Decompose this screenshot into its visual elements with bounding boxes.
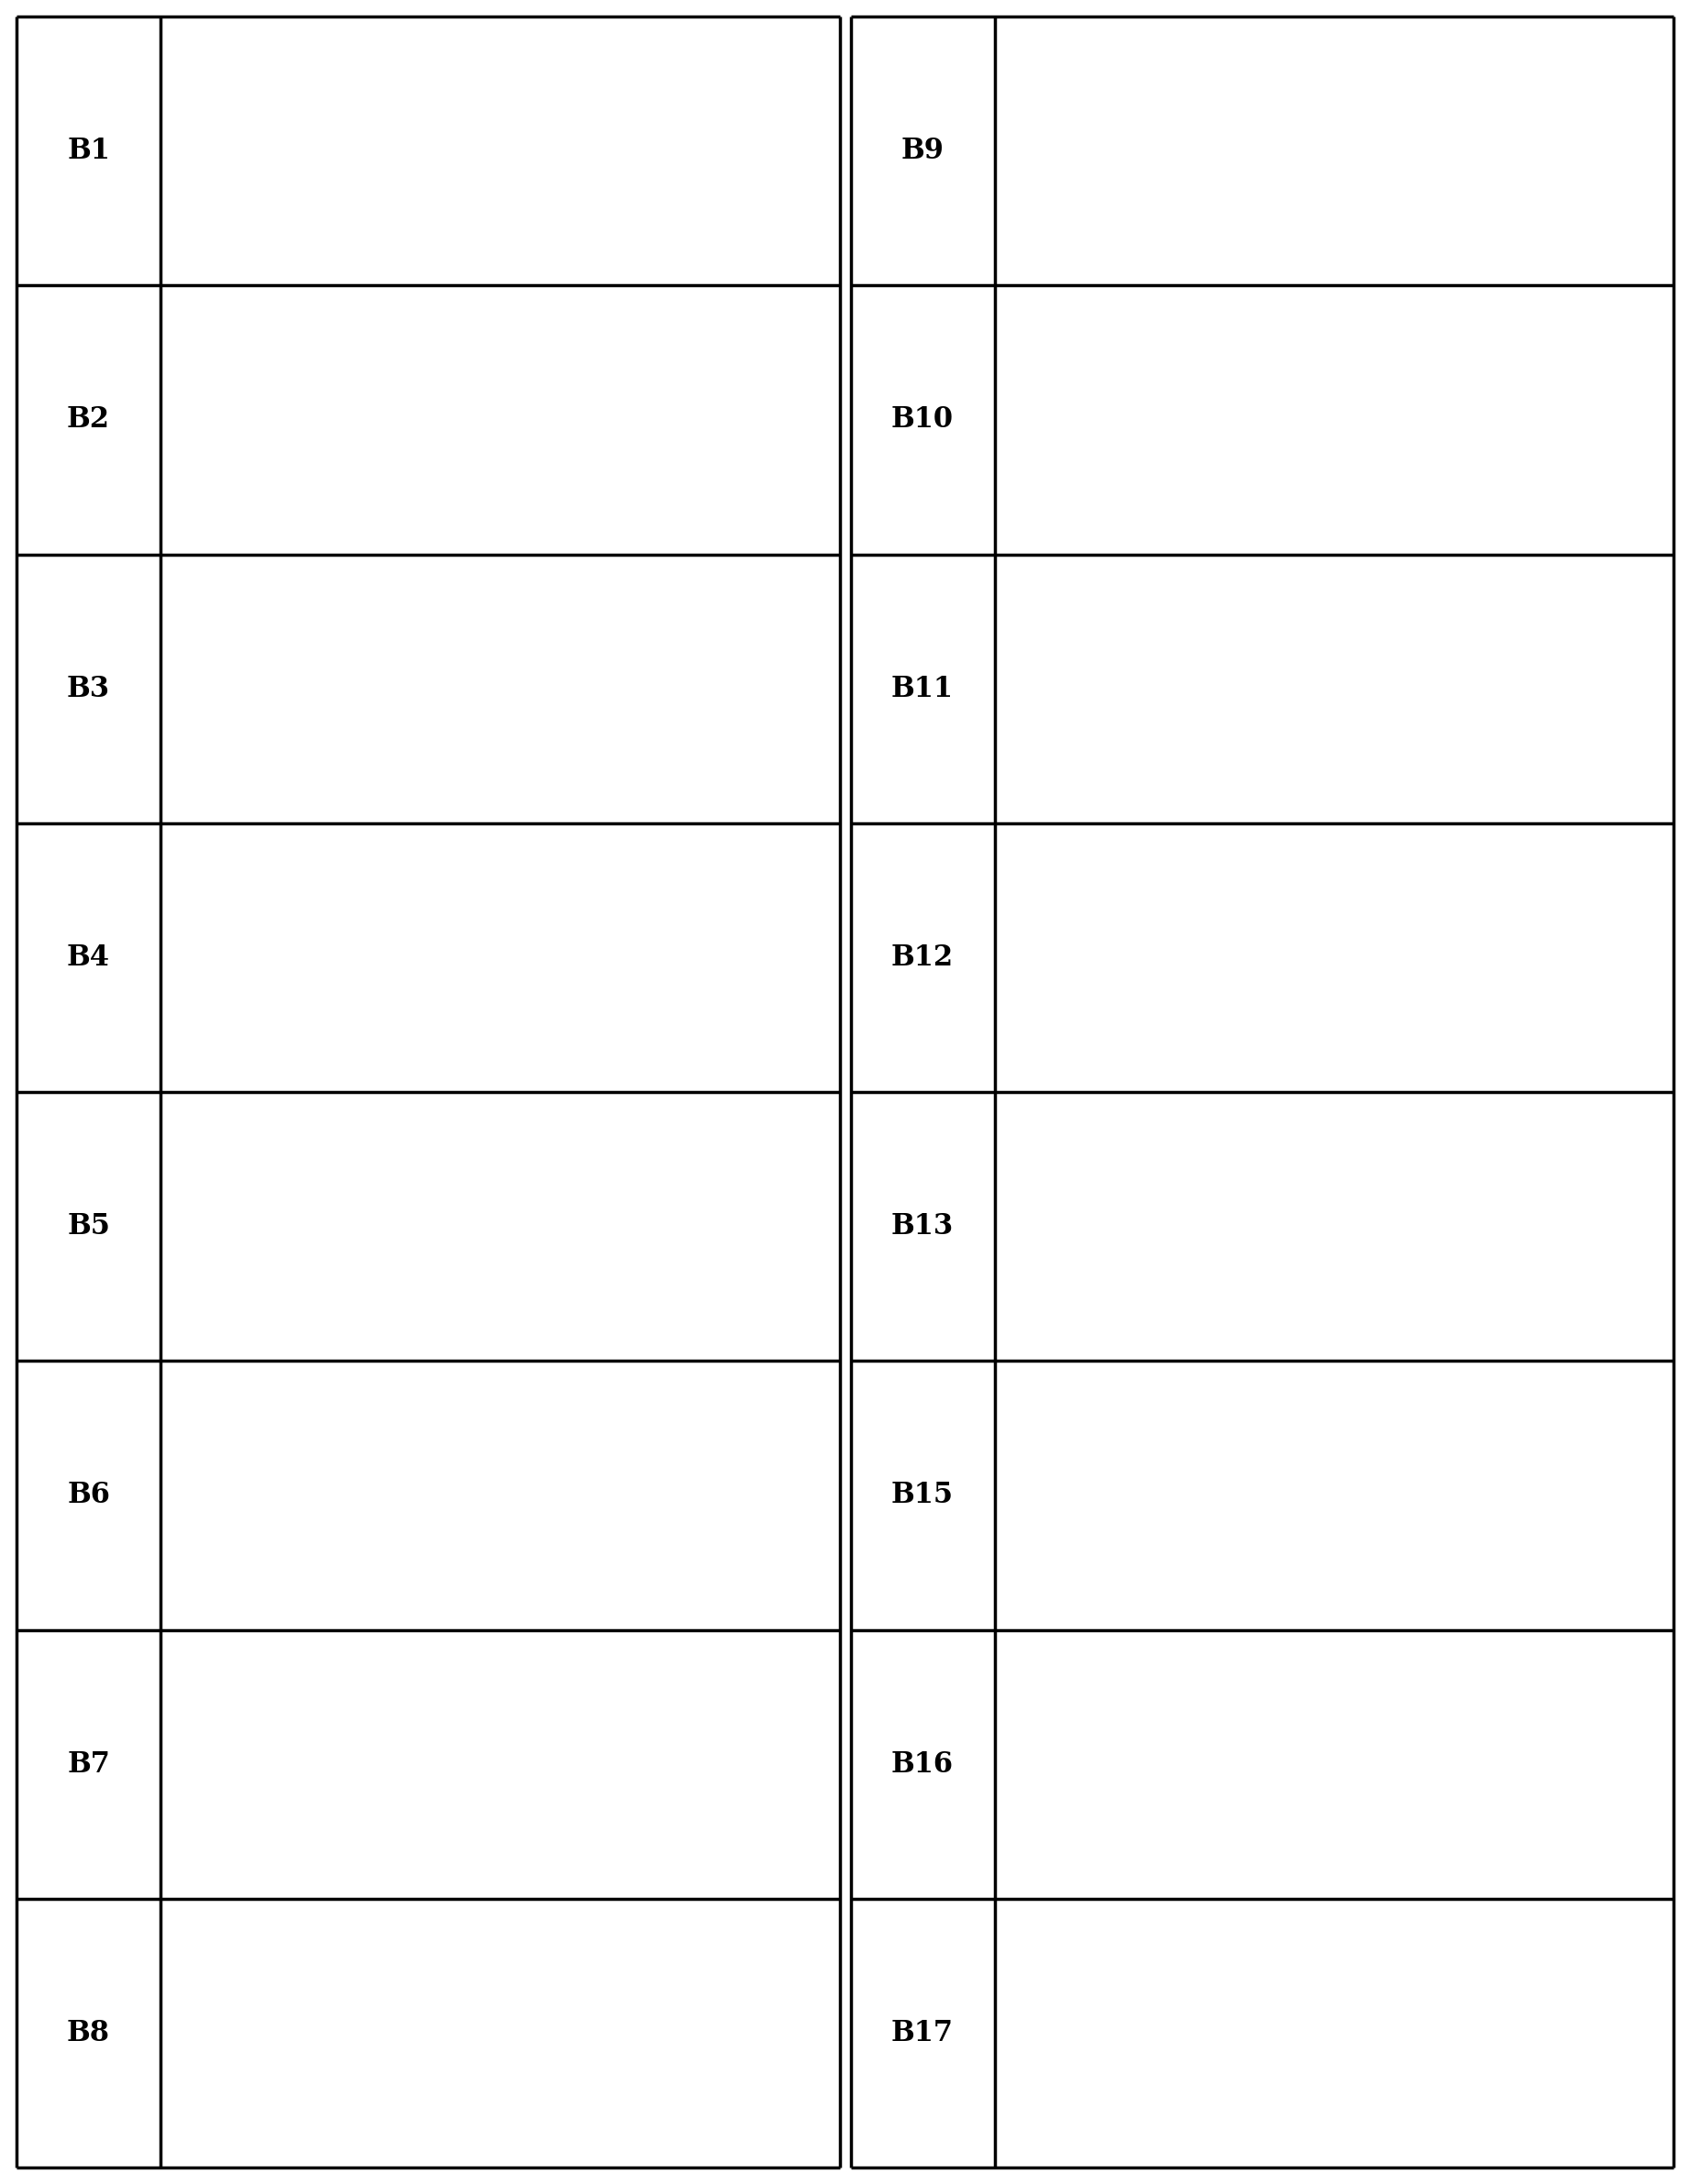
Text: B2: B2	[68, 406, 110, 435]
Text: B15: B15	[891, 1481, 953, 1509]
Text: B8: B8	[68, 2018, 110, 2046]
Text: B9: B9	[901, 138, 945, 166]
Text: B17: B17	[891, 2018, 953, 2046]
Text: B3: B3	[68, 675, 110, 703]
Text: B16: B16	[891, 1749, 953, 1778]
Text: B6: B6	[68, 1481, 110, 1509]
Text: B11: B11	[891, 675, 953, 703]
Text: B10: B10	[891, 406, 953, 435]
Text: B4: B4	[68, 943, 110, 972]
Text: B13: B13	[891, 1212, 953, 1241]
Text: B7: B7	[68, 1749, 110, 1778]
Text: B1: B1	[68, 138, 110, 166]
Text: B5: B5	[68, 1212, 110, 1241]
Text: B12: B12	[891, 943, 953, 972]
